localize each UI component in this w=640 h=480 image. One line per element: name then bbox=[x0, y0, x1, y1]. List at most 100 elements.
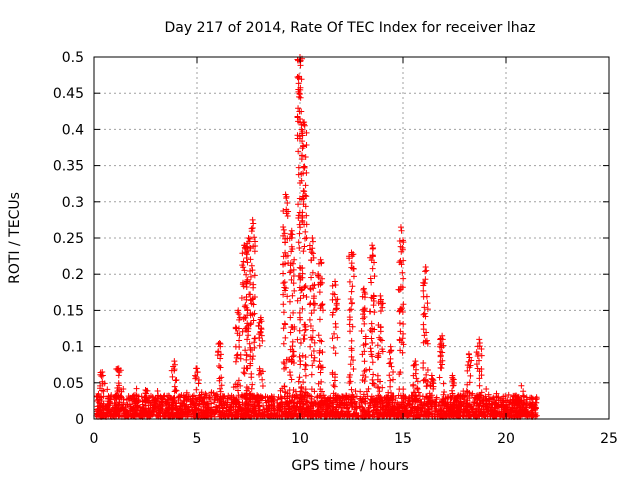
data-point bbox=[327, 407, 334, 414]
data-point bbox=[294, 297, 301, 304]
data-point bbox=[239, 393, 246, 400]
data-point bbox=[285, 208, 292, 215]
data-point bbox=[355, 412, 362, 419]
data-point bbox=[489, 401, 496, 408]
data-point bbox=[127, 407, 134, 414]
data-point bbox=[145, 408, 152, 415]
data-point bbox=[414, 386, 421, 393]
data-point bbox=[251, 344, 258, 351]
data-point bbox=[387, 343, 394, 350]
data-point bbox=[220, 405, 227, 412]
data-point bbox=[330, 344, 337, 351]
data-point bbox=[302, 235, 309, 242]
data-point bbox=[237, 405, 244, 412]
data-point bbox=[474, 413, 481, 420]
data-point bbox=[302, 153, 309, 160]
data-point bbox=[302, 392, 309, 399]
data-point bbox=[280, 291, 287, 298]
data-point bbox=[512, 392, 519, 399]
data-point bbox=[334, 334, 341, 341]
data-point bbox=[295, 86, 302, 93]
data-point bbox=[246, 235, 253, 242]
data-point bbox=[361, 368, 368, 375]
data-point bbox=[250, 413, 257, 420]
data-point bbox=[362, 395, 369, 402]
data-point bbox=[317, 369, 324, 376]
data-point bbox=[200, 401, 207, 408]
data-point bbox=[519, 392, 526, 399]
data-point bbox=[302, 386, 309, 393]
data-point bbox=[217, 364, 224, 371]
data-point bbox=[412, 407, 419, 414]
data-point bbox=[398, 395, 405, 402]
data-point bbox=[307, 343, 314, 350]
data-point bbox=[232, 343, 239, 350]
y-tick-label: 0.05 bbox=[53, 376, 84, 392]
data-point bbox=[303, 221, 310, 228]
data-point bbox=[141, 397, 148, 404]
data-point bbox=[476, 382, 483, 389]
data-point bbox=[289, 411, 296, 418]
data-point bbox=[451, 408, 458, 415]
data-point bbox=[280, 280, 287, 287]
data-point bbox=[367, 345, 374, 352]
data-point bbox=[152, 395, 159, 402]
data-point bbox=[350, 366, 357, 373]
data-point bbox=[316, 289, 323, 296]
data-point bbox=[424, 400, 431, 407]
data-point bbox=[155, 396, 162, 403]
data-point bbox=[430, 380, 437, 387]
data-point bbox=[244, 406, 251, 413]
data-point bbox=[249, 267, 256, 274]
data-point bbox=[169, 373, 176, 380]
data-point bbox=[289, 292, 296, 299]
data-point bbox=[373, 407, 380, 414]
data-point bbox=[408, 404, 415, 411]
data-point bbox=[166, 393, 173, 400]
data-point bbox=[250, 353, 257, 360]
data-point bbox=[236, 332, 243, 339]
data-point bbox=[217, 385, 224, 392]
data-point bbox=[134, 411, 141, 418]
data-point bbox=[494, 403, 501, 410]
data-point bbox=[196, 400, 203, 407]
data-point bbox=[352, 404, 359, 411]
data-point bbox=[264, 412, 271, 419]
data-point bbox=[299, 138, 306, 145]
data-point bbox=[423, 393, 430, 400]
data-point bbox=[476, 393, 483, 400]
data-point bbox=[377, 328, 384, 335]
data-point bbox=[350, 357, 357, 364]
data-point bbox=[448, 387, 455, 394]
data-point bbox=[179, 413, 186, 420]
data-point bbox=[300, 292, 307, 299]
data-point bbox=[406, 396, 413, 403]
data-point bbox=[330, 390, 337, 397]
y-tick-label: 0.5 bbox=[62, 50, 84, 66]
data-point bbox=[116, 396, 123, 403]
data-point bbox=[247, 280, 254, 287]
data-point bbox=[485, 398, 492, 405]
data-point bbox=[281, 409, 288, 416]
data-point bbox=[218, 374, 225, 381]
data-point bbox=[256, 367, 263, 374]
data-point bbox=[103, 412, 110, 419]
data-point bbox=[94, 408, 101, 415]
data-point bbox=[388, 363, 395, 370]
data-point bbox=[451, 380, 458, 387]
data-point bbox=[296, 406, 303, 413]
data-point bbox=[235, 377, 242, 384]
data-point bbox=[235, 307, 242, 314]
data-point bbox=[362, 412, 369, 419]
data-point bbox=[318, 260, 325, 267]
data-point bbox=[308, 386, 315, 393]
data-point bbox=[478, 406, 485, 413]
data-point bbox=[398, 306, 405, 313]
data-point bbox=[323, 401, 330, 408]
data-point bbox=[295, 80, 302, 87]
data-point bbox=[464, 397, 471, 404]
data-point bbox=[289, 324, 296, 331]
data-point bbox=[284, 390, 291, 397]
data-point bbox=[302, 182, 309, 189]
data-point bbox=[435, 409, 442, 416]
